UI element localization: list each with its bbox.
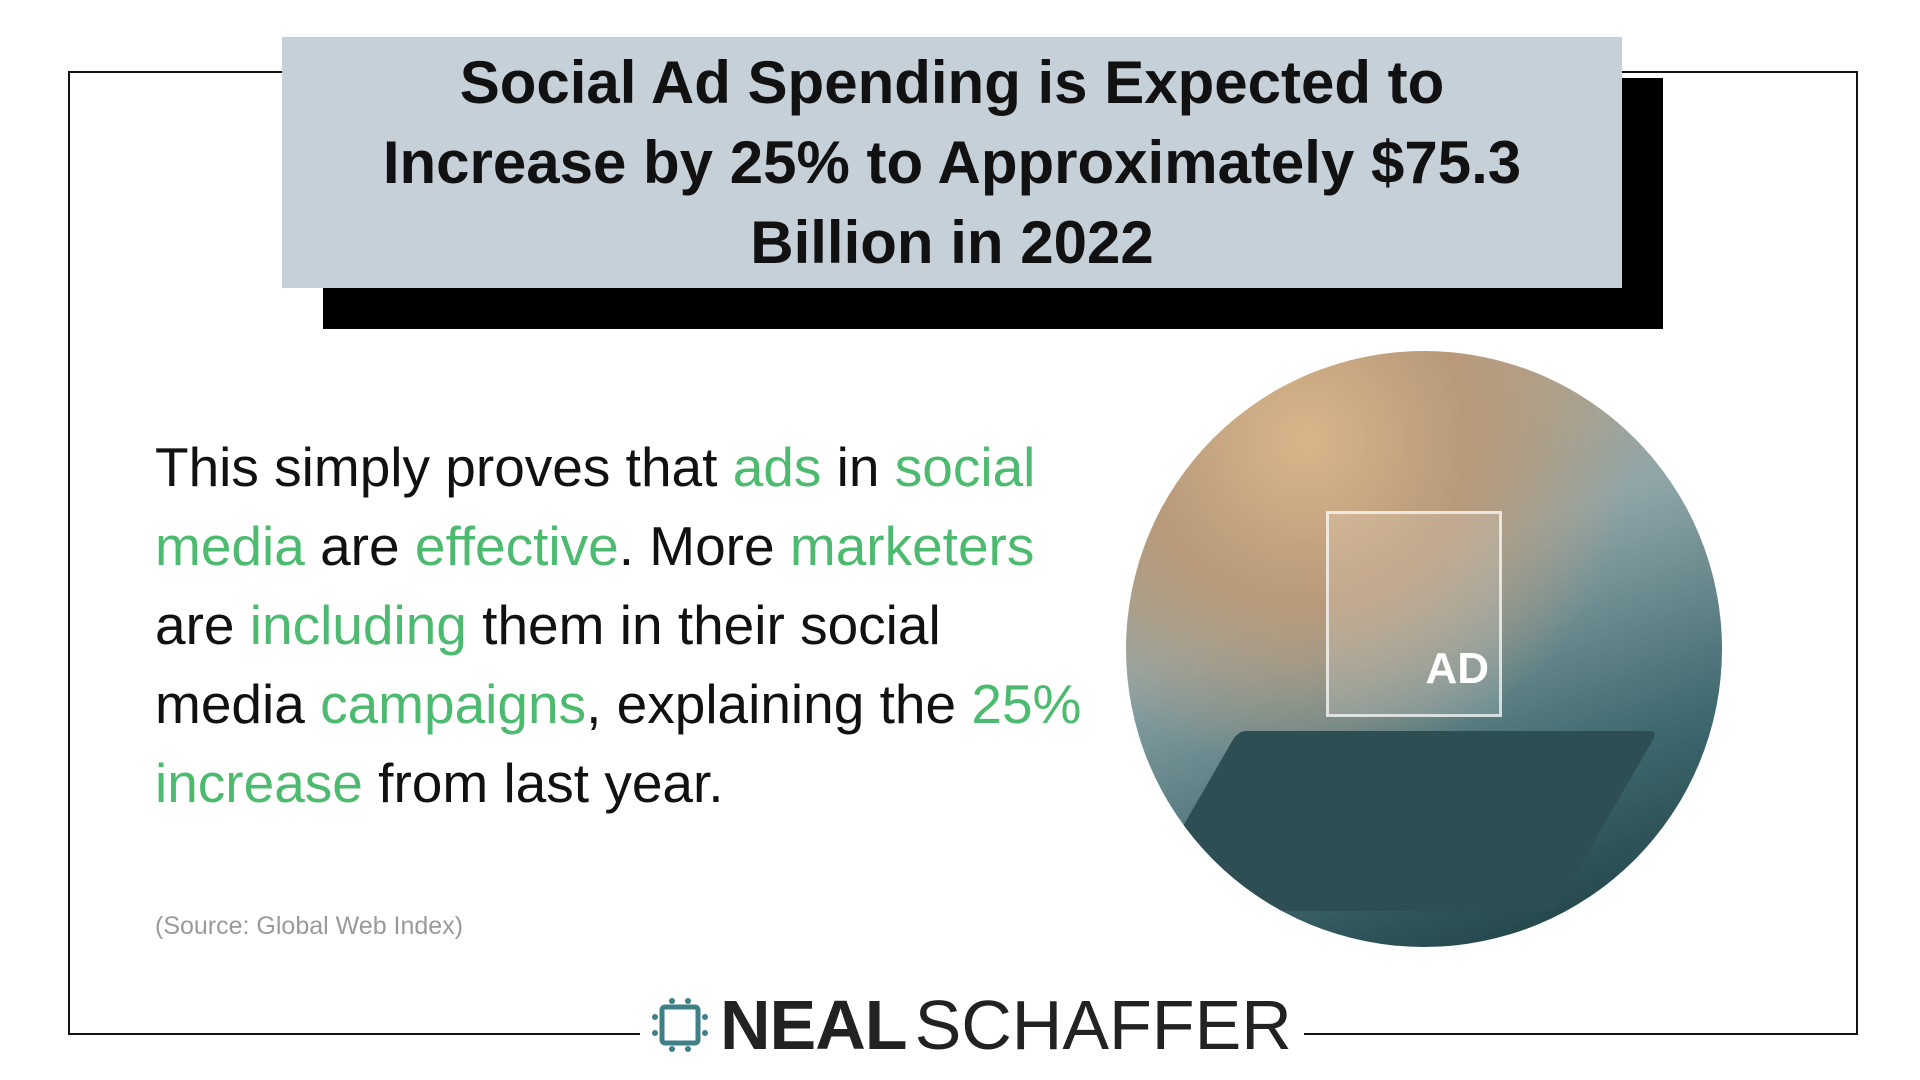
source-citation: (Source: Global Web Index)	[155, 912, 464, 940]
ad-label: AD	[1425, 644, 1489, 693]
text-span: , explaining the	[586, 673, 972, 735]
highlight-span: 25% increase	[155, 673, 1082, 814]
highlight-span: effective	[414, 515, 619, 577]
text-span: . More	[618, 515, 790, 577]
laptop-shape	[1134, 731, 1658, 911]
text-span: are	[304, 515, 415, 577]
highlight-span: including	[249, 594, 467, 656]
highlight-span: campaigns	[320, 673, 587, 735]
text-span: are	[155, 594, 250, 656]
ad-window-graphic: AD	[1326, 511, 1502, 717]
title-banner: Social Ad Spending is Expected to Increa…	[282, 37, 1622, 288]
page-title: Social Ad Spending is Expected to Increa…	[382, 48, 1522, 276]
brand-logo: NEAL SCHAFFER	[640, 986, 1304, 1064]
highlight-span: social media	[155, 436, 1036, 577]
logo-text-neal: NEAL	[720, 986, 908, 1064]
text-span: them in their social media	[155, 594, 941, 735]
logo-icon	[652, 998, 708, 1052]
text-span: from last year.	[362, 752, 724, 814]
text-span: in	[821, 436, 895, 498]
laptop-ad-photo: AD	[1126, 351, 1722, 947]
highlight-span: ads	[732, 436, 822, 498]
logo-text-schaffer: SCHAFFER	[914, 986, 1292, 1064]
highlight-span: marketers	[789, 515, 1035, 577]
text-span: This simply proves that	[155, 436, 733, 498]
body-paragraph: This simply proves that ads in social me…	[155, 428, 1095, 823]
